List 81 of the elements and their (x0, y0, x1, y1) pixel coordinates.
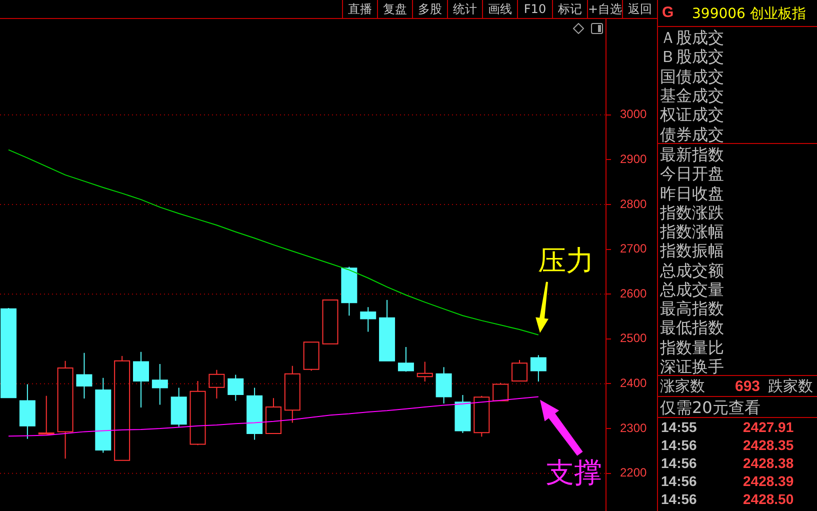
candlestick (246, 387, 263, 440)
candlestick (530, 354, 546, 382)
candlestick (416, 361, 433, 382)
candlestick (0, 308, 17, 398)
text: 跌家数 (768, 376, 813, 397)
text: 14:56 (661, 436, 697, 454)
text: 最新指数 (660, 145, 724, 164)
candlestick (170, 387, 187, 428)
y-tick-label: 2600 (620, 286, 648, 300)
text: 多股 (412, 0, 447, 18)
text: 直播 (342, 0, 377, 18)
text: Ａ股成交 (660, 28, 724, 48)
text: 2428.50 (743, 490, 794, 508)
candlestick (152, 364, 168, 406)
text: F10 (517, 0, 552, 18)
candlestick (265, 398, 282, 434)
candlestick (436, 366, 452, 404)
text: 2428.35 (743, 436, 794, 454)
candlestick (208, 369, 225, 400)
y-tick-label: 2800 (620, 196, 648, 211)
text: +自选 (587, 0, 622, 18)
candlestick (512, 359, 528, 382)
text: 最低指数 (660, 318, 724, 338)
candlestick (341, 266, 358, 316)
text: 2427.91 (743, 418, 794, 436)
candlestick (190, 380, 206, 446)
candlestick (19, 384, 36, 440)
text: 14:56 (661, 490, 697, 508)
text: 权证成交 (660, 105, 724, 125)
text: 统计 (447, 0, 482, 18)
text: 14:56 (661, 472, 697, 490)
y-tick-label: 2200 (620, 466, 648, 480)
text: 总成交量 (660, 280, 724, 299)
text: 14:55 (661, 418, 697, 436)
y-tick-label: 2900 (620, 152, 648, 166)
candlestick (398, 346, 414, 372)
candlestick (114, 355, 130, 461)
text: 国债成交 (660, 66, 724, 86)
text: G (662, 4, 674, 21)
y-tick-label: 2500 (620, 331, 648, 346)
text: 最高指数 (660, 299, 724, 318)
annotation: 支撑 (546, 456, 602, 489)
text: 昨日收盘 (660, 184, 724, 203)
y-tick-label: 2700 (620, 242, 648, 256)
y-tick-label: 3000 (620, 107, 648, 122)
candlestick (284, 365, 300, 424)
text: 涨家数 (660, 376, 705, 397)
text: 指数振幅 (660, 241, 724, 260)
text: 今日开盘 (660, 164, 724, 184)
text: 复盘 (377, 0, 412, 18)
candlestick (454, 394, 471, 434)
candlestick (322, 299, 338, 344)
text: 债券成交 (660, 124, 724, 144)
text: 标记 (552, 0, 587, 18)
text: 2428.39 (743, 472, 794, 490)
text: 399006 创业板指 (692, 5, 806, 23)
text: 指数涨跌 (660, 202, 724, 222)
text: 深证换手 (660, 356, 724, 376)
candlestick (132, 351, 149, 408)
text: 指数涨幅 (660, 222, 724, 242)
annotation: 压力 (538, 244, 594, 277)
candlestick (57, 360, 74, 460)
text: 指数量比 (660, 338, 724, 357)
candlestick (76, 352, 92, 400)
y-tick-label: 2300 (620, 420, 648, 435)
text: 693 (735, 377, 760, 397)
candlestick (474, 395, 490, 438)
text: 基金成交 (660, 86, 724, 106)
text: 画线 (482, 0, 517, 18)
text: 仅需20元查看 (660, 397, 760, 418)
candlestick (360, 306, 376, 332)
candlestick (38, 395, 54, 435)
text: 返回 (622, 0, 657, 18)
candlestick (379, 299, 396, 362)
text: Ｂ股成交 (660, 47, 724, 67)
candlestick (95, 377, 112, 454)
text: 14:56 (661, 454, 697, 472)
text: 总成交额 (660, 260, 724, 280)
y-tick-label: 2400 (620, 376, 648, 390)
text: 2428.38 (743, 454, 794, 472)
candlestick (228, 374, 244, 402)
